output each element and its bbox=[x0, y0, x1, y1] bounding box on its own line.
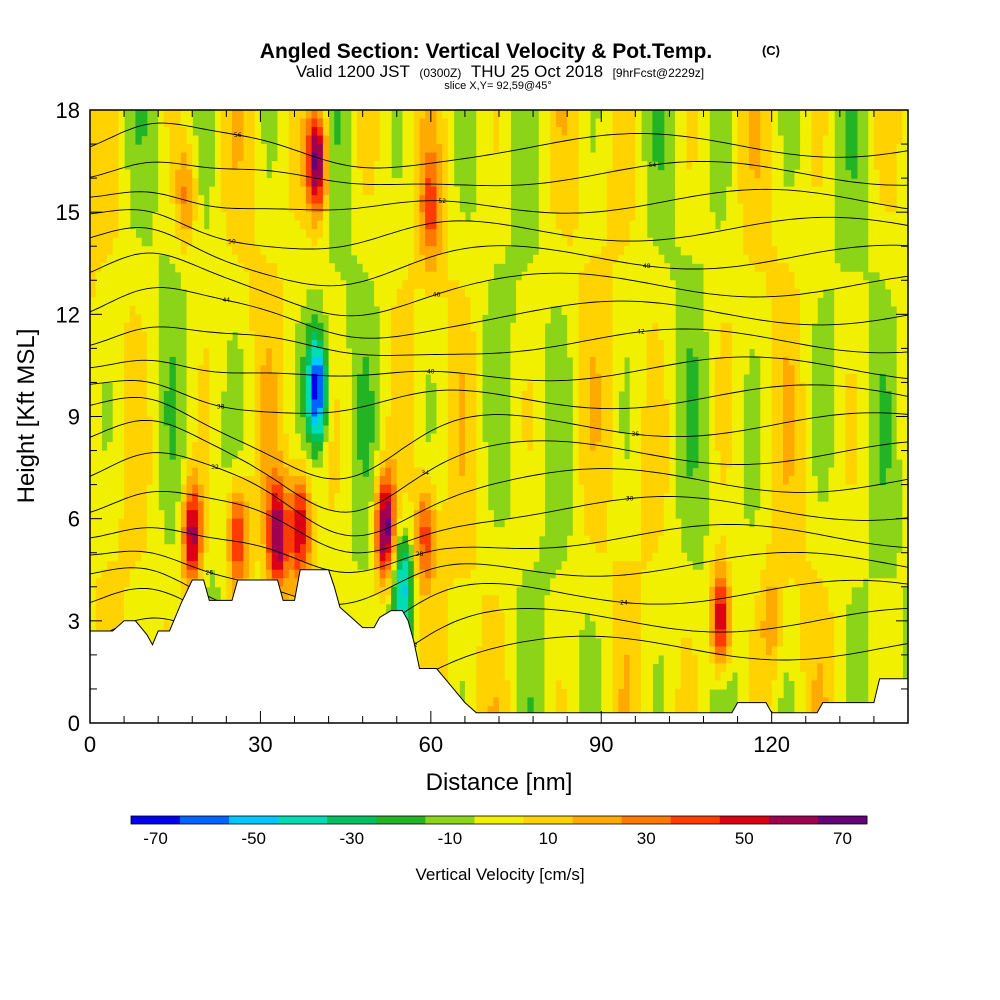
contour-label: 52 bbox=[438, 198, 446, 205]
colorbar bbox=[130, 815, 868, 825]
theta-contours: 20222426283032343638404244464850525456 bbox=[90, 122, 908, 706]
colorbar-tick-label: -30 bbox=[340, 829, 365, 848]
x-tick-label: 120 bbox=[753, 732, 790, 757]
subtitle-valid: Valid 1200 JST bbox=[296, 62, 410, 81]
subtitle-utc: (0300Z) bbox=[419, 66, 461, 80]
contour-label: 40 bbox=[427, 368, 435, 375]
contour-label: 46 bbox=[433, 291, 441, 298]
colorbar-swatch bbox=[278, 816, 328, 824]
chart-subtitle: Valid 1200 JST (0300Z) THU 25 Oct 2018 [… bbox=[296, 62, 704, 81]
theta-contour bbox=[90, 227, 908, 287]
theta-contour bbox=[90, 380, 908, 414]
colorbar-swatch bbox=[131, 816, 181, 824]
contour-label: 38 bbox=[217, 404, 225, 411]
theta-contour bbox=[90, 252, 908, 317]
x-tick-label: 60 bbox=[419, 732, 443, 757]
theta-contour bbox=[90, 122, 908, 169]
colorbar-tick-label: 70 bbox=[833, 829, 852, 848]
y-tick-label: 12 bbox=[56, 302, 80, 327]
theta-contour bbox=[90, 188, 908, 214]
theta-contour bbox=[90, 287, 908, 339]
contour-label: 28 bbox=[416, 551, 424, 558]
terrain-mask bbox=[90, 569, 908, 723]
colorbar-tick-label: 50 bbox=[735, 829, 754, 848]
colorbar-swatch bbox=[229, 816, 279, 824]
colorbar-swatch bbox=[376, 816, 426, 824]
colorbar-swatch bbox=[180, 816, 230, 824]
contour-label: 44 bbox=[222, 297, 230, 304]
colorbar-tick-label: 10 bbox=[539, 829, 558, 848]
y-tick-label: 6 bbox=[68, 507, 80, 532]
colorbar-swatch bbox=[817, 816, 868, 824]
contour-label: 24 bbox=[620, 600, 628, 607]
contour-label: 56 bbox=[234, 132, 242, 139]
x-tick-label: 30 bbox=[248, 732, 272, 757]
colorbar-tick-label: 30 bbox=[637, 829, 656, 848]
colorbar-swatch bbox=[719, 816, 770, 824]
theta-contour bbox=[90, 550, 908, 605]
subtitle-date: THU 25 Oct 2018 bbox=[471, 62, 603, 81]
contour-label: 54 bbox=[649, 162, 657, 169]
x-tick-label: 90 bbox=[589, 732, 613, 757]
theta-contour bbox=[90, 419, 908, 513]
contour-label: 36 bbox=[631, 431, 639, 438]
theta-contour bbox=[90, 356, 908, 382]
contour-label: 26 bbox=[205, 570, 213, 577]
contour-label: 32 bbox=[211, 464, 219, 471]
colorbar-swatch bbox=[474, 816, 524, 824]
slice-label: slice X,Y= 92,59@45° bbox=[444, 80, 552, 92]
y-tick-label: 0 bbox=[68, 711, 80, 736]
y-tick-label: 18 bbox=[56, 98, 80, 123]
colorbar-swatch bbox=[670, 816, 721, 824]
contour-label: 48 bbox=[643, 263, 651, 270]
contour-label: 42 bbox=[637, 329, 645, 336]
theta-contour bbox=[90, 490, 908, 554]
colorbar-swatch bbox=[523, 816, 573, 824]
y-tick-label: 9 bbox=[68, 405, 80, 430]
colorbar-swatch bbox=[425, 816, 475, 824]
y-tick-label: 15 bbox=[56, 200, 80, 225]
contour-label: 30 bbox=[626, 496, 634, 503]
subtitle-forecast: [9hrFcst@2229z] bbox=[613, 66, 705, 80]
contour-label: 34 bbox=[421, 470, 429, 477]
theta-contour bbox=[90, 209, 908, 250]
y-axis-label: Height [Kft MSL] bbox=[13, 329, 40, 504]
chart-title-mark: (C) bbox=[762, 43, 780, 58]
colorbar-label: Vertical Velocity [cm/s] bbox=[415, 865, 584, 884]
theta-contour bbox=[90, 452, 908, 537]
colorbar-swatch bbox=[327, 816, 377, 824]
y-tick-label: 3 bbox=[68, 609, 80, 634]
contour-label: 50 bbox=[228, 238, 236, 245]
theta-contour bbox=[90, 326, 908, 356]
colorbar-swatch bbox=[768, 816, 819, 824]
chart-title: Angled Section: Vertical Velocity & Pot.… bbox=[260, 40, 712, 63]
colorbar-tick-label: -10 bbox=[438, 829, 463, 848]
x-axis-label: Distance [nm] bbox=[426, 769, 573, 796]
theta-contour bbox=[90, 524, 908, 573]
colorbar-tick-label: -70 bbox=[143, 829, 168, 848]
x-tick-label: 0 bbox=[84, 732, 96, 757]
colorbar-tick-label: -50 bbox=[241, 829, 266, 848]
x-axis: 0 30 60 90 120 bbox=[84, 110, 909, 757]
colorbar-swatch bbox=[572, 816, 622, 824]
colorbar-ticks: -70 -50 -30 -10 10 30 50 70 bbox=[143, 829, 852, 848]
theta-contour bbox=[90, 160, 908, 187]
colorbar-swatch bbox=[621, 816, 672, 824]
theta-contour bbox=[90, 396, 908, 480]
